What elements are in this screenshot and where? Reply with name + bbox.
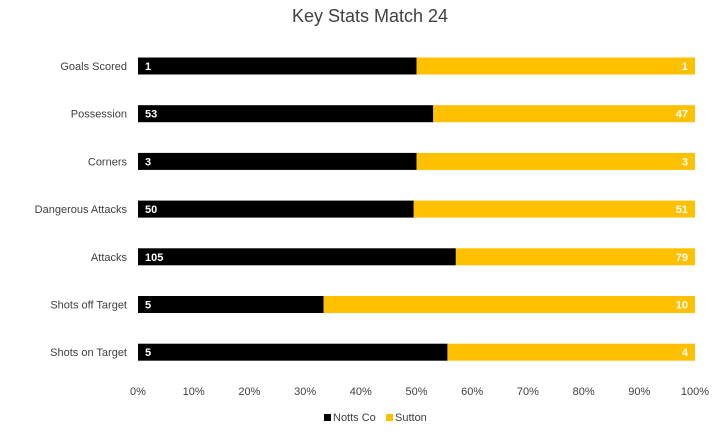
bar-notts-co-goals-scored bbox=[138, 57, 417, 75]
x-tick-label: 50% bbox=[405, 386, 427, 398]
x-tick-label: 0% bbox=[130, 386, 146, 398]
category-label-shots-off-target: Shots off Target bbox=[50, 300, 127, 312]
bar-notts-co-shots-on-target bbox=[138, 343, 448, 361]
legend-label-notts-co: Notts Co bbox=[333, 412, 376, 424]
legend-swatch-notts-co bbox=[324, 414, 331, 421]
bar-notts-co-attacks bbox=[138, 248, 456, 266]
x-tick-label: 10% bbox=[183, 386, 205, 398]
legend-swatch-sutton bbox=[386, 414, 393, 421]
data-label-notts-co-shots-off-target: 5 bbox=[145, 300, 151, 312]
bar-sutton-shots-off-target bbox=[323, 296, 695, 313]
data-label-notts-co-possession: 53 bbox=[145, 109, 157, 121]
data-label-notts-co-shots-on-target: 5 bbox=[145, 347, 151, 359]
category-label-corners: Corners bbox=[88, 156, 128, 168]
category-label-goals-scored: Goals Scored bbox=[60, 61, 127, 73]
bar-sutton-corners bbox=[416, 152, 695, 170]
data-label-notts-co-goals-scored: 1 bbox=[145, 61, 151, 73]
x-tick-label: 100% bbox=[681, 386, 709, 398]
bar-sutton-dangerous-attacks bbox=[413, 200, 695, 218]
data-label-sutton-possession: 47 bbox=[676, 109, 688, 121]
x-tick-label: 40% bbox=[350, 386, 372, 398]
data-label-sutton-attacks: 79 bbox=[676, 252, 688, 264]
bar-sutton-attacks bbox=[455, 248, 695, 266]
x-tick-label: 60% bbox=[461, 386, 483, 398]
bar-sutton-possession bbox=[433, 105, 695, 123]
x-axis: 0% 10% 20% 30% 40% 50% 60% 70% 80% 90% 100% bbox=[130, 386, 709, 398]
data-label-notts-co-attacks: 105 bbox=[145, 252, 163, 264]
x-tick-label: 30% bbox=[294, 386, 316, 398]
category-label-shots-on-target: Shots on Target bbox=[50, 347, 127, 359]
data-label-sutton-shots-off-target: 10 bbox=[676, 300, 688, 312]
data-label-notts-co-dangerous-attacks: 50 bbox=[145, 204, 157, 216]
x-tick-label: 20% bbox=[238, 386, 260, 398]
x-tick-label: 80% bbox=[573, 386, 595, 398]
bar-notts-co-dangerous-attacks bbox=[138, 200, 414, 218]
bar-notts-co-possession bbox=[138, 105, 434, 123]
chart-title: Key Stats Match 24 bbox=[292, 6, 448, 26]
x-tick-label: 70% bbox=[517, 386, 539, 398]
category-label-attacks: Attacks bbox=[91, 252, 128, 264]
data-label-sutton-goals-scored: 1 bbox=[682, 61, 688, 73]
data-label-sutton-dangerous-attacks: 51 bbox=[676, 204, 688, 216]
x-tick-label: 90% bbox=[628, 386, 650, 398]
category-label-possession: Possession bbox=[71, 109, 127, 121]
legend: Notts Co Sutton bbox=[324, 412, 427, 424]
data-label-sutton-corners: 3 bbox=[682, 156, 688, 168]
bar-notts-co-corners bbox=[138, 152, 417, 170]
bar-notts-co-shots-off-target bbox=[138, 296, 324, 313]
bar-sutton-shots-on-target bbox=[447, 343, 695, 361]
bar-sutton-goals-scored bbox=[416, 57, 695, 75]
category-labels: Goals Scored Possession Corners Dangerous A… bbox=[35, 61, 128, 359]
legend-label-sutton: Sutton bbox=[395, 412, 427, 424]
data-label-sutton-shots-on-target: 4 bbox=[682, 347, 689, 359]
category-label-dangerous-attacks: Dangerous Attacks bbox=[35, 204, 128, 216]
data-label-notts-co-corners: 3 bbox=[145, 156, 151, 168]
